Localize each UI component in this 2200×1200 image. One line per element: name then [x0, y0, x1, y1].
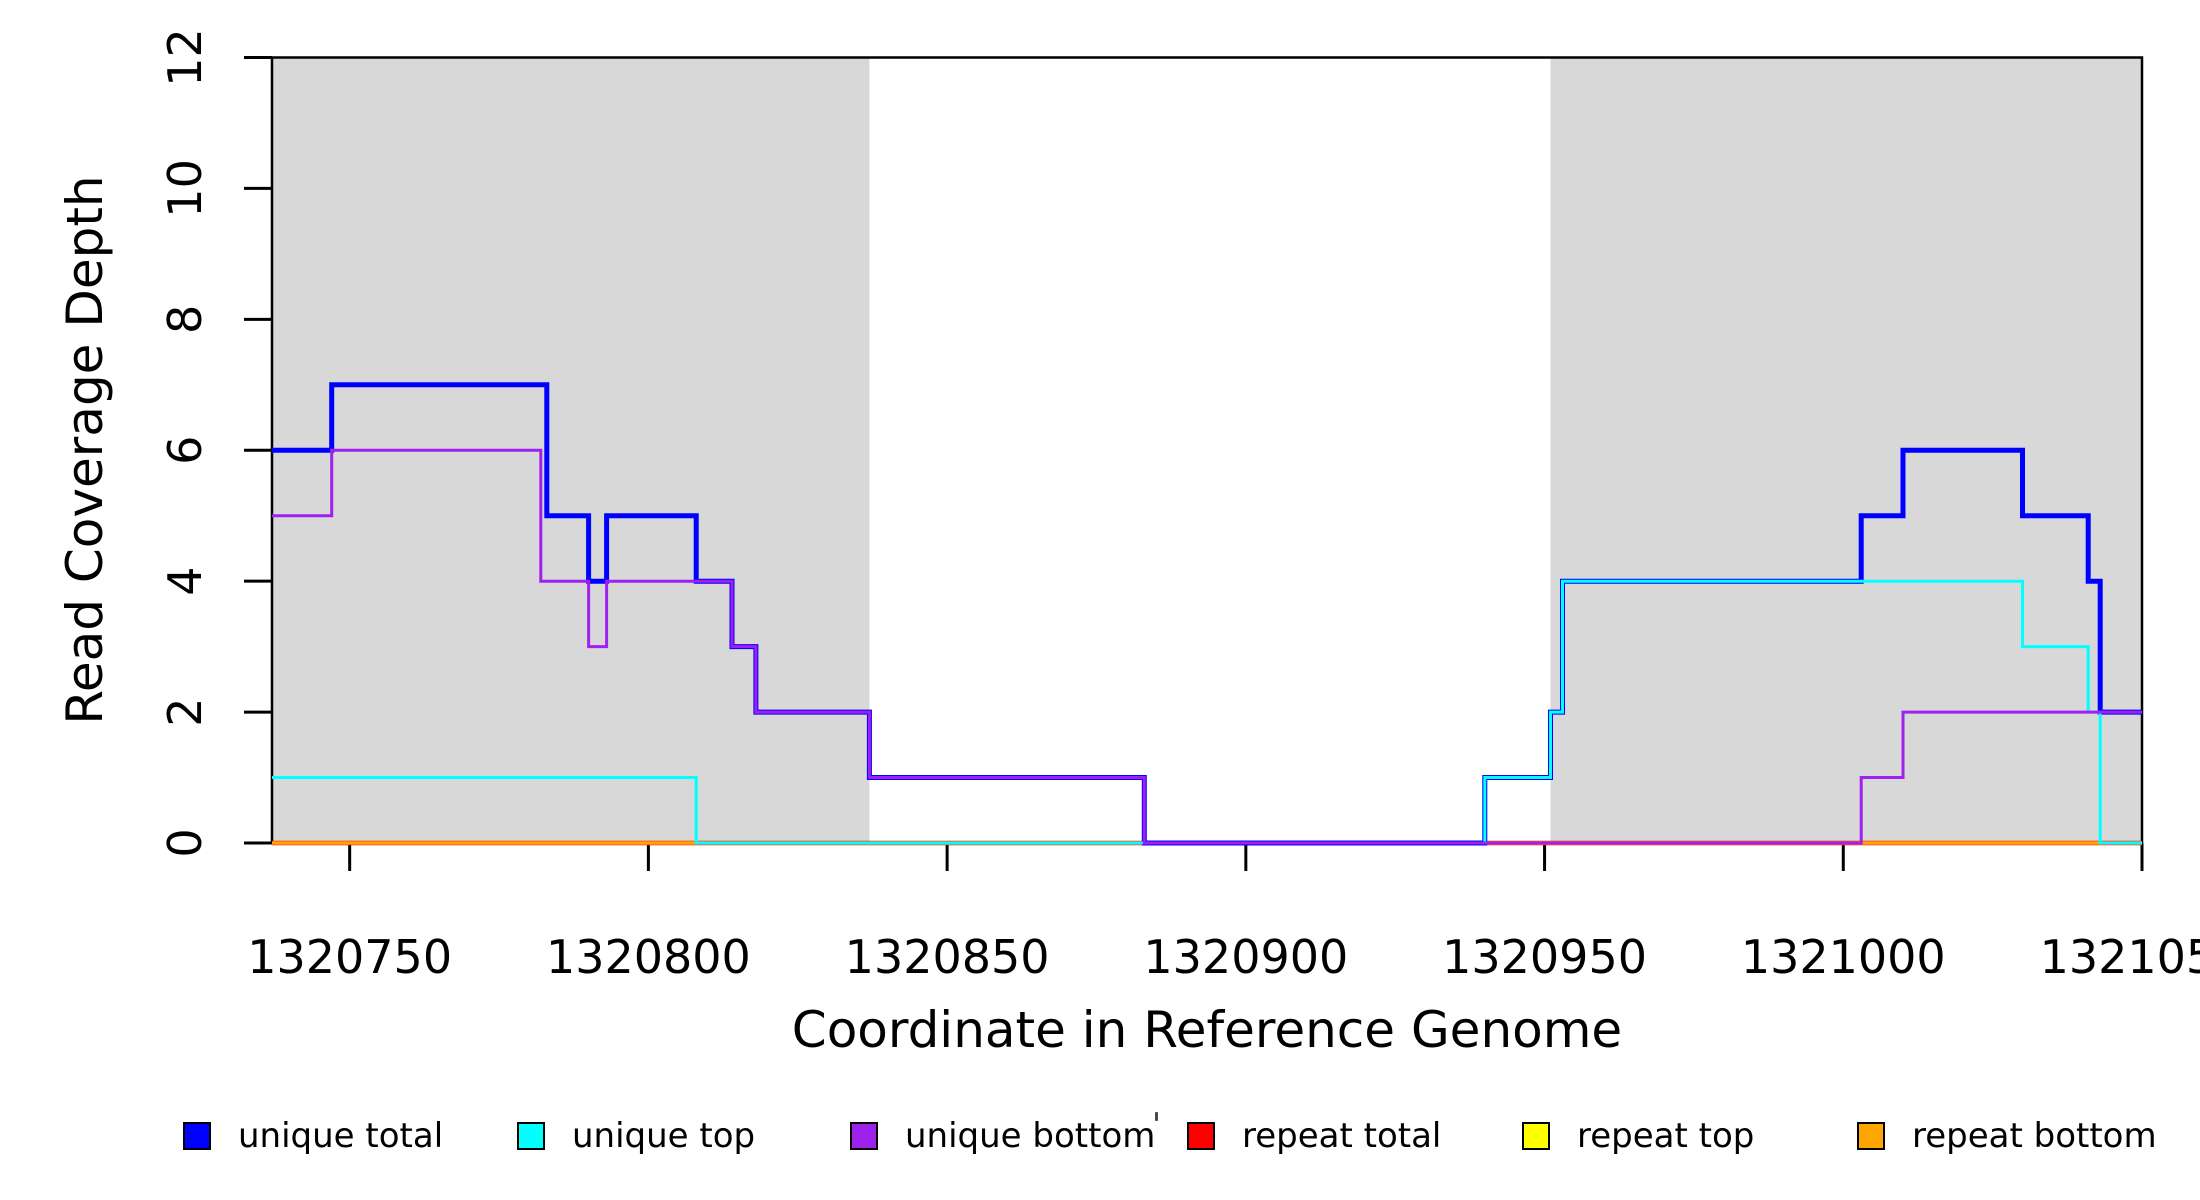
repeat-region-2	[1550, 57, 2142, 843]
stray-mark	[1155, 1112, 1158, 1121]
axis-ticks: 1320750 1320800 1320850 1320900 1320950 13210…	[158, 28, 2200, 984]
data-series	[272, 382, 2142, 846]
x-tick-label: 1321050	[2040, 930, 2200, 984]
y-tick-label: 10	[158, 159, 212, 218]
x-tick-label: 1320850	[845, 930, 1050, 984]
x-tick-label: 1320950	[1442, 930, 1647, 984]
x-tick-label: 1320800	[546, 930, 751, 984]
series-unique-bottom	[272, 448, 2142, 845]
x-axis-title: Coordinate in Reference Genome	[792, 1001, 1622, 1059]
y-axis-title: Read Coverage Depth	[56, 175, 114, 724]
x-tick-label: 1320750	[247, 930, 452, 984]
repeat-region-shading	[272, 57, 2142, 843]
y-tick-label: 2	[158, 697, 212, 726]
y-tick-label: 4	[158, 567, 212, 596]
y-tick-label: 0	[158, 828, 212, 857]
y-tick-label: 6	[158, 436, 212, 465]
y-tick-label: 8	[158, 305, 212, 334]
y-tick-label: 12	[158, 28, 212, 87]
x-tick-label: 1320900	[1143, 930, 1348, 984]
x-tick-label: 1321000	[1741, 930, 1946, 984]
